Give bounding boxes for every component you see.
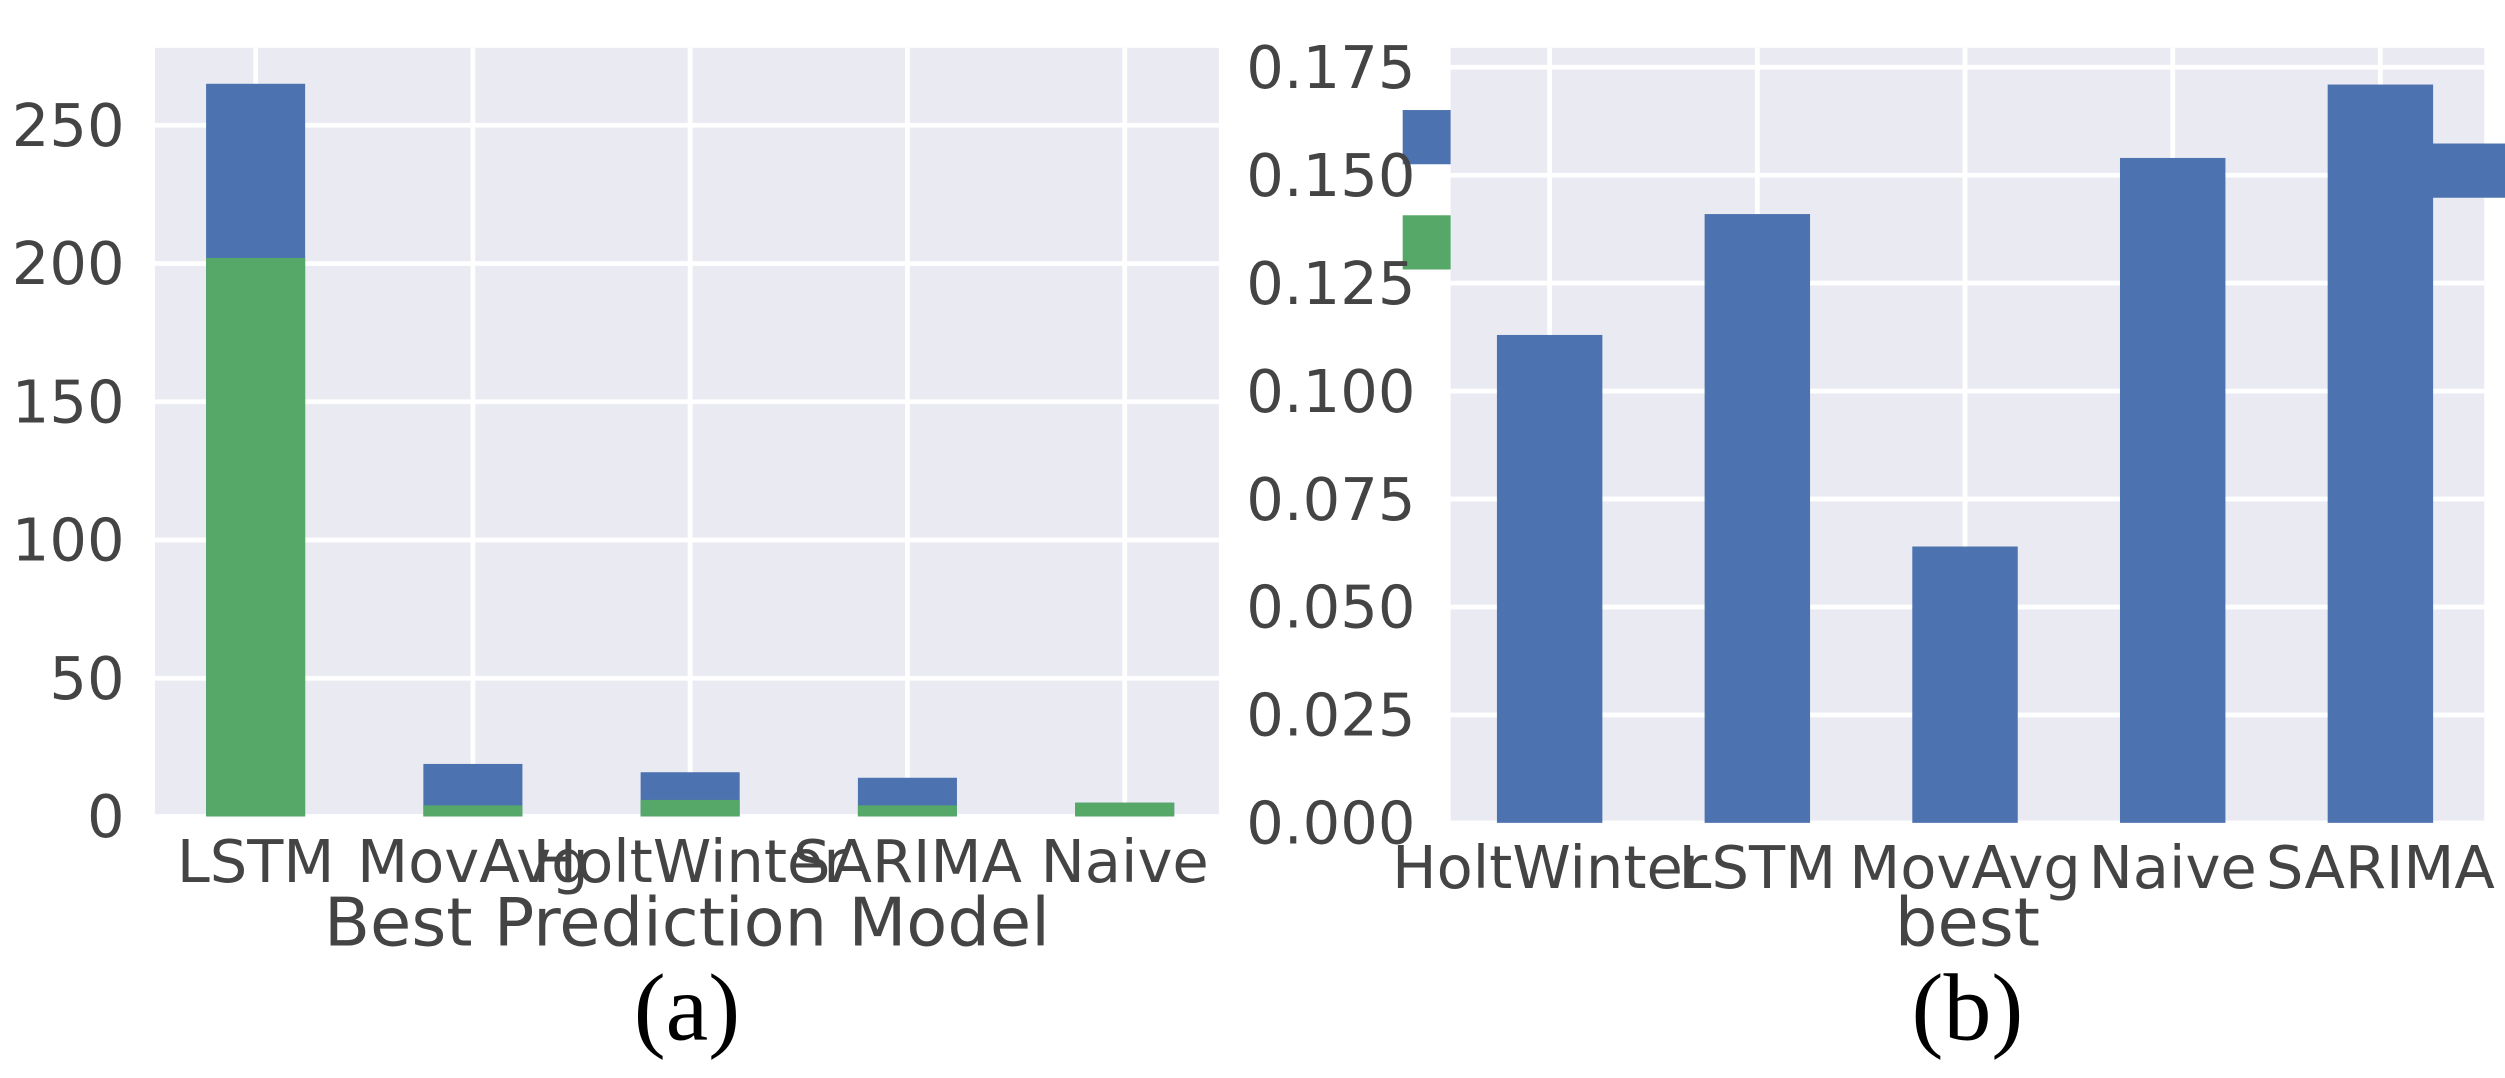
bar-dm-test-holtwinter bbox=[640, 799, 740, 817]
chart-a-bars bbox=[206, 83, 1175, 817]
bar-dm-test-lstm bbox=[206, 257, 306, 817]
y-tick-label: 50 bbox=[49, 644, 124, 713]
x-tick-label: HoltWinter bbox=[1392, 833, 1708, 902]
chart-a-gridlines bbox=[154, 47, 1219, 819]
chart-b-y-tick-labels: 0.000 0.025 0.050 0.075 0.100 0.125 0.150 0.175 bbox=[1246, 33, 1415, 858]
x-tick-label: HoltWinter bbox=[533, 827, 849, 896]
chart-a-x-axis-label: Best Prediction Model bbox=[324, 884, 1050, 962]
bar-missing-data-ratio-holtwinter bbox=[1496, 334, 1603, 823]
bar-missing-data-ratio-sarima bbox=[2327, 84, 2434, 823]
bar-dm-test-naive bbox=[1075, 802, 1175, 817]
bar-dm-test-movavg bbox=[423, 805, 523, 817]
x-tick-label: Naive bbox=[2089, 833, 2257, 902]
y-tick-label: 100 bbox=[12, 506, 125, 575]
x-tick-label: Naive bbox=[1041, 827, 1209, 896]
chart-b: 0.000 0.025 0.050 0.075 0.100 0.125 0.150 0.175… bbox=[1246, 33, 2505, 1061]
y-tick-label: 0.100 bbox=[1246, 357, 1415, 426]
bar-missing-data-ratio-lstm bbox=[1704, 214, 1811, 823]
x-tick-label: LSTM bbox=[177, 827, 335, 896]
y-tick-label: 0.075 bbox=[1246, 465, 1415, 534]
chart-a-caption: (a) bbox=[634, 955, 740, 1061]
y-tick-label: 0.125 bbox=[1246, 249, 1415, 318]
y-tick-label: 200 bbox=[12, 229, 125, 298]
y-tick-label: 150 bbox=[12, 368, 125, 437]
bar-missing-data-ratio-naive bbox=[2119, 157, 2226, 823]
x-tick-label: MovAvg bbox=[357, 827, 589, 896]
x-tick-label: LSTM bbox=[1679, 833, 1837, 902]
chart-a-plot-area bbox=[154, 47, 1219, 817]
y-tick-label: 250 bbox=[12, 91, 125, 160]
chart-b-bars bbox=[1496, 84, 2434, 823]
y-tick-label: 0.025 bbox=[1246, 681, 1415, 750]
bar-missing-data-ratio-movavg bbox=[1912, 546, 2018, 823]
y-tick-label: 0 bbox=[87, 782, 125, 851]
x-tick-label: SARIMA bbox=[793, 827, 1022, 896]
y-tick-label: 0.000 bbox=[1246, 789, 1415, 858]
x-tick-label: MovAvg bbox=[1849, 833, 2081, 902]
x-tick-label: SARIMA bbox=[2266, 833, 2495, 902]
legend-swatch-missing-data-ratio bbox=[2377, 143, 2505, 198]
chart-b-legend: missing data ratio bbox=[2377, 143, 2505, 198]
chart-b-x-axis-label: best bbox=[1895, 884, 2040, 962]
chart-a-y-tick-labels: 0 50 100 150 200 250 bbox=[12, 91, 125, 851]
bar-dm-test-sarima bbox=[857, 805, 957, 817]
y-tick-label: 0.150 bbox=[1246, 141, 1415, 210]
y-tick-label: 0.175 bbox=[1246, 33, 1415, 102]
y-tick-label: 0.050 bbox=[1246, 573, 1415, 642]
chart-b-caption: (b) bbox=[1912, 955, 2024, 1061]
